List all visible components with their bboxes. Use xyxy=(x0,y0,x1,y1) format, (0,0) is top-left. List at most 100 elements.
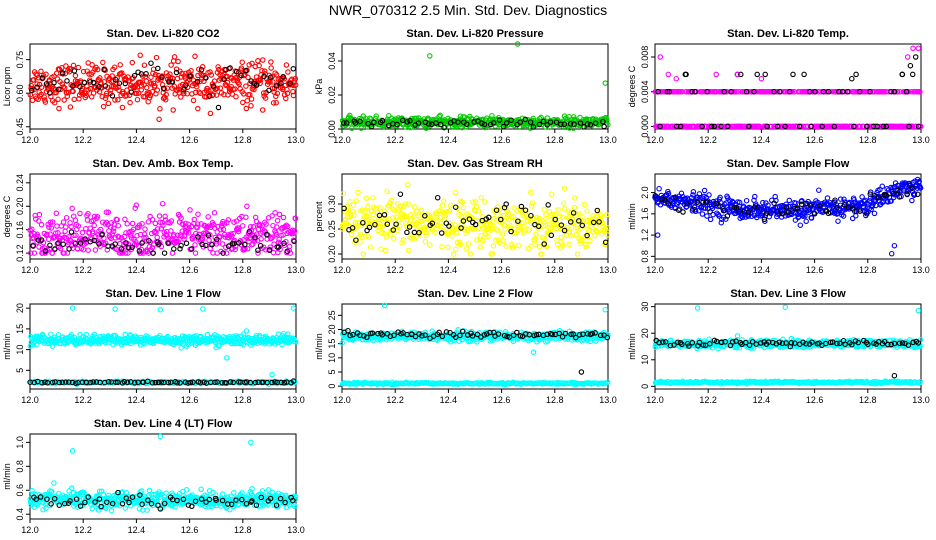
data-point xyxy=(33,71,39,77)
data-point xyxy=(192,242,198,248)
data-point xyxy=(156,116,162,123)
data-point xyxy=(571,204,578,211)
data-point xyxy=(879,183,886,190)
data-point xyxy=(365,203,371,210)
data-point xyxy=(370,194,376,201)
data-point xyxy=(143,71,149,77)
data-point xyxy=(199,64,206,70)
data-point xyxy=(238,65,245,71)
data-point xyxy=(835,218,841,224)
data-point xyxy=(290,305,297,311)
data-point xyxy=(131,72,138,79)
x-tick-label: 13.0 xyxy=(599,395,617,405)
data-point xyxy=(115,97,121,103)
data-point xyxy=(350,202,357,208)
data-point xyxy=(604,232,610,238)
panel-title: Stan. Dev. Li-820 Temp. xyxy=(727,28,849,40)
data-point xyxy=(210,92,216,98)
data-point xyxy=(352,120,359,126)
data-point xyxy=(259,67,265,74)
data-point xyxy=(170,107,176,113)
data-point xyxy=(569,224,575,231)
x-tick-label: 12.4 xyxy=(753,135,771,145)
data-point xyxy=(555,207,561,213)
x-tick-label: 12.6 xyxy=(806,135,824,145)
data-point xyxy=(355,189,361,196)
data-point xyxy=(602,80,609,86)
data-point xyxy=(390,235,397,241)
x-tick-label: 12.0 xyxy=(646,135,664,145)
data-point xyxy=(207,69,213,75)
data-point xyxy=(215,64,221,70)
y-tick-label: 0.45 xyxy=(15,118,25,136)
data-point xyxy=(75,64,82,71)
data-point xyxy=(268,59,274,65)
data-point xyxy=(404,182,411,188)
data-point xyxy=(63,215,70,221)
data-point xyxy=(407,118,413,124)
data-point xyxy=(527,189,534,196)
data-point xyxy=(187,207,193,213)
data-point xyxy=(61,97,67,103)
y-axis-label: kPa xyxy=(314,79,324,95)
data-point xyxy=(267,74,274,80)
data-point xyxy=(478,194,484,201)
data-point xyxy=(43,71,49,78)
data-point xyxy=(552,212,558,218)
data-point xyxy=(853,213,859,219)
data-point xyxy=(229,91,236,97)
data-point xyxy=(587,116,593,123)
data-point xyxy=(574,251,581,257)
data-point xyxy=(29,87,35,94)
data-point xyxy=(171,246,177,252)
data-point xyxy=(243,105,250,112)
data-point xyxy=(182,82,189,88)
data-point xyxy=(173,69,180,76)
data-point xyxy=(69,305,76,311)
y-tick-label: 10 xyxy=(327,353,337,363)
x-tick-label: 12.4 xyxy=(753,265,771,275)
data-point xyxy=(36,211,43,218)
data-point xyxy=(530,124,537,130)
y-tick-label: 0.004 xyxy=(640,80,650,103)
data-point xyxy=(85,247,91,253)
data-point xyxy=(838,88,844,95)
data-point xyxy=(107,87,114,93)
data-point xyxy=(111,64,118,70)
data-point xyxy=(160,85,167,92)
data-point xyxy=(348,231,355,238)
data-point xyxy=(223,82,230,89)
data-point xyxy=(581,201,588,208)
data-point xyxy=(797,222,804,228)
data-point xyxy=(853,71,859,78)
data-point xyxy=(558,121,564,128)
data-point xyxy=(276,211,283,218)
x-tick-label: 12.4 xyxy=(440,135,458,145)
data-point xyxy=(141,62,148,68)
data-point xyxy=(109,93,116,99)
data-point xyxy=(227,65,233,71)
data-point xyxy=(67,104,74,110)
data-point xyxy=(51,99,58,106)
data-point xyxy=(239,223,246,229)
data-point xyxy=(909,71,916,78)
x-tick-label: 12.6 xyxy=(493,395,511,405)
y-tick-label: 20 xyxy=(15,303,25,313)
data-point xyxy=(857,123,863,130)
data-point xyxy=(142,226,148,232)
data-points xyxy=(339,182,611,257)
data-points xyxy=(339,41,611,131)
data-point xyxy=(272,209,278,216)
data-point xyxy=(56,105,62,112)
data-point xyxy=(448,202,454,209)
data-point xyxy=(183,240,190,247)
y-axis-label: ml/min xyxy=(314,333,324,360)
data-point xyxy=(80,68,87,75)
data-point xyxy=(87,79,93,85)
data-point xyxy=(536,243,543,250)
y-tick-label: 5 xyxy=(15,368,25,373)
data-point xyxy=(500,123,507,130)
data-point xyxy=(452,246,459,253)
